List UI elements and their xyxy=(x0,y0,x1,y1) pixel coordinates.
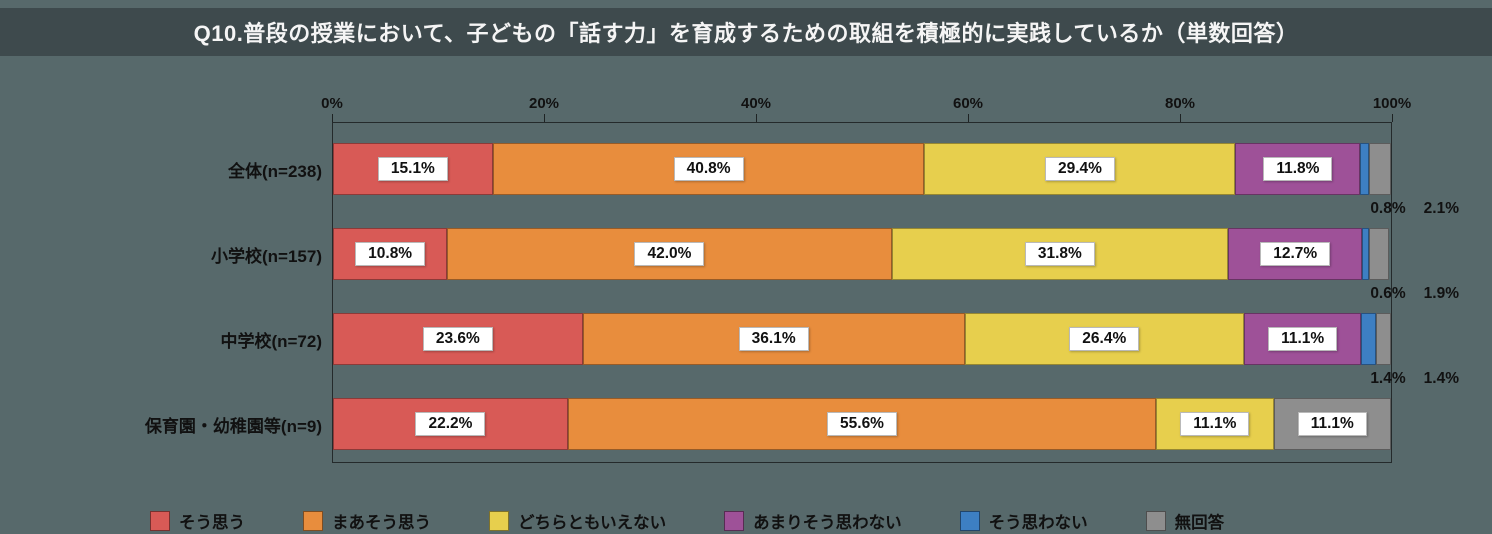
bar-row: 22.2% 55.6% 11.1% 11.1% xyxy=(333,398,1391,450)
bar-segment: 31.8% xyxy=(891,228,1229,280)
bar-segment xyxy=(1360,143,1369,195)
x-axis-tick-mark xyxy=(1392,114,1393,122)
x-axis-tick-mark xyxy=(544,114,545,122)
bar-segment: 11.1% xyxy=(1243,313,1362,365)
plot-area: 15.1% 40.8% 29.4% 11.8% 0.8% 2.1% 10.8% 42.0% 31… xyxy=(332,122,1459,463)
outside-value-labels: 1.4% 1.4% xyxy=(1370,370,1459,388)
stacked-bar: 10.8% 42.0% 31.8% 12.7% xyxy=(333,228,1391,280)
value-label: 22.2% xyxy=(415,412,486,436)
bar-segment xyxy=(1368,143,1391,195)
outside-value-label: 1.9% xyxy=(1423,285,1459,302)
outside-value-label: 1.4% xyxy=(1423,370,1459,387)
stacked-bar: 15.1% 40.8% 29.4% 11.8% xyxy=(333,143,1391,195)
bar-segment: 11.1% xyxy=(1156,398,1274,450)
outside-value-labels: 0.8% 2.1% xyxy=(1370,200,1459,218)
outside-value-label: 0.6% xyxy=(1370,285,1406,302)
stacked-bar: 23.6% 36.1% 26.4% 11.1% xyxy=(333,313,1391,365)
outside-value-label: 2.1% xyxy=(1423,200,1459,217)
bar-segment xyxy=(1376,313,1391,365)
value-label: 55.6% xyxy=(827,412,897,436)
bar-segment: 42.0% xyxy=(447,228,892,280)
bar-segment: 29.4% xyxy=(924,143,1236,195)
value-label: 12.7% xyxy=(1260,242,1331,266)
value-label: 11.1% xyxy=(1297,412,1367,436)
value-label: 26.4% xyxy=(1069,327,1140,351)
legend-swatch xyxy=(489,511,509,531)
value-label: 11.1% xyxy=(1180,412,1250,436)
legend-item: そう思う xyxy=(150,509,245,533)
value-label: 42.0% xyxy=(634,242,705,266)
category-label: 全体(n=238) xyxy=(228,161,322,181)
chart-body: 全体(n=238) 小学校(n=157) 中学校(n=72) 保育園・幼稚園等(n=9… xyxy=(0,90,1492,483)
x-axis-tick-mark xyxy=(1180,114,1181,122)
chart-title: Q10.普段の授業において、子どもの「話す力」を育成するための取組を積極的に実践… xyxy=(193,21,1299,46)
bar-row: 10.8% 42.0% 31.8% 12.7% 0.6% 1.9% xyxy=(333,228,1459,302)
legend-item: まあそう思う xyxy=(303,509,431,533)
legend-label: あまりそう思わない xyxy=(753,514,902,532)
x-axis-tick-label: 0% xyxy=(321,95,343,112)
legend-label: そう思う xyxy=(179,514,245,532)
outside-value-labels: 0.6% 1.9% xyxy=(1370,285,1459,303)
x-axis-tick-label: 40% xyxy=(740,95,772,112)
stacked-bar-chart: 全体(n=238) 小学校(n=157) 中学校(n=72) 保育園・幼稚園等(n=9… xyxy=(0,90,1492,533)
stacked-bar: 22.2% 55.6% 11.1% 11.1% xyxy=(333,398,1391,450)
value-label: 11.8% xyxy=(1263,157,1333,181)
bar-segment: 36.1% xyxy=(582,313,965,365)
value-label: 40.8% xyxy=(673,157,744,181)
bar-segment: 26.4% xyxy=(964,313,1244,365)
bar-segment: 11.8% xyxy=(1235,143,1361,195)
legend-label: そう思わない xyxy=(988,514,1088,532)
legend-item: あまりそう思わない xyxy=(724,509,902,533)
bar-segment: 10.8% xyxy=(333,228,448,280)
plot-column: 0% 20% 40% 60% 80% 100% 15.1% 40.8% 29.4% 11.8% 0… xyxy=(321,90,1459,483)
bar-segment xyxy=(1361,313,1377,365)
bar-row: 15.1% 40.8% 29.4% 11.8% 0.8% 2.1% xyxy=(333,143,1459,217)
x-axis-tick-mark xyxy=(332,114,333,122)
value-label: 15.1% xyxy=(377,157,448,181)
legend-swatch xyxy=(959,511,980,531)
bar-segment: 12.7% xyxy=(1228,228,1363,280)
legend: そう思う まあそう思う どちらともいえない あまりそう思わない そう思わない 無回答 xyxy=(150,509,1492,533)
legend-swatch xyxy=(303,511,323,531)
bar-row: 23.6% 36.1% 26.4% 11.1% 1.4% 1.4% xyxy=(333,313,1459,387)
category-label: 保育園・幼稚園等(n=9) xyxy=(144,416,322,436)
bar-segment: 11.1% xyxy=(1273,398,1391,450)
x-axis-tick-label: 20% xyxy=(528,95,560,112)
title-bar: Q10.普段の授業において、子どもの「話す力」を育成するための取組を積極的に実践… xyxy=(0,8,1492,56)
legend-item: そう思わない xyxy=(959,509,1088,533)
category-axis: 全体(n=238) 小学校(n=157) 中学校(n=72) 保育園・幼稚園等(n=9… xyxy=(0,90,332,483)
bar-segment: 22.2% xyxy=(333,398,568,450)
legend-item: どちらともいえない xyxy=(489,509,666,533)
outside-value-label: 1.4% xyxy=(1370,370,1406,387)
bar-segment: 40.8% xyxy=(492,143,925,195)
category-label: 中学校(n=72) xyxy=(220,331,322,351)
value-label: 36.1% xyxy=(738,327,809,351)
x-axis-tick-label: 100% xyxy=(1372,95,1412,112)
x-axis-tick-label: 60% xyxy=(952,95,984,112)
value-label: 10.8% xyxy=(355,242,426,266)
legend-label: どちらともいえない xyxy=(518,514,667,532)
x-axis-tick-label: 80% xyxy=(1164,95,1196,112)
legend-item: 無回答 xyxy=(1145,509,1225,533)
category-label: 小学校(n=157) xyxy=(211,246,322,266)
value-label: 31.8% xyxy=(1024,242,1095,266)
x-axis-tick-mark xyxy=(968,114,969,122)
value-label: 29.4% xyxy=(1044,157,1115,181)
bar-segment: 55.6% xyxy=(567,398,1157,450)
value-label: 23.6% xyxy=(422,327,493,351)
value-label: 11.1% xyxy=(1268,327,1338,351)
bar-segment: 23.6% xyxy=(333,313,583,365)
legend-label: 無回答 xyxy=(1174,514,1225,532)
legend-swatch xyxy=(1145,511,1166,531)
x-axis-tick-mark xyxy=(756,114,757,122)
x-axis: 0% 20% 40% 60% 80% 100% xyxy=(321,90,1411,122)
bar-segment: 15.1% xyxy=(333,143,493,195)
outside-value-label: 0.8% xyxy=(1370,200,1406,217)
bar-segment xyxy=(1362,228,1369,280)
bar-segment xyxy=(1368,228,1389,280)
legend-swatch xyxy=(724,511,745,531)
legend-swatch xyxy=(150,511,170,531)
legend-label: まあそう思う xyxy=(332,514,431,532)
